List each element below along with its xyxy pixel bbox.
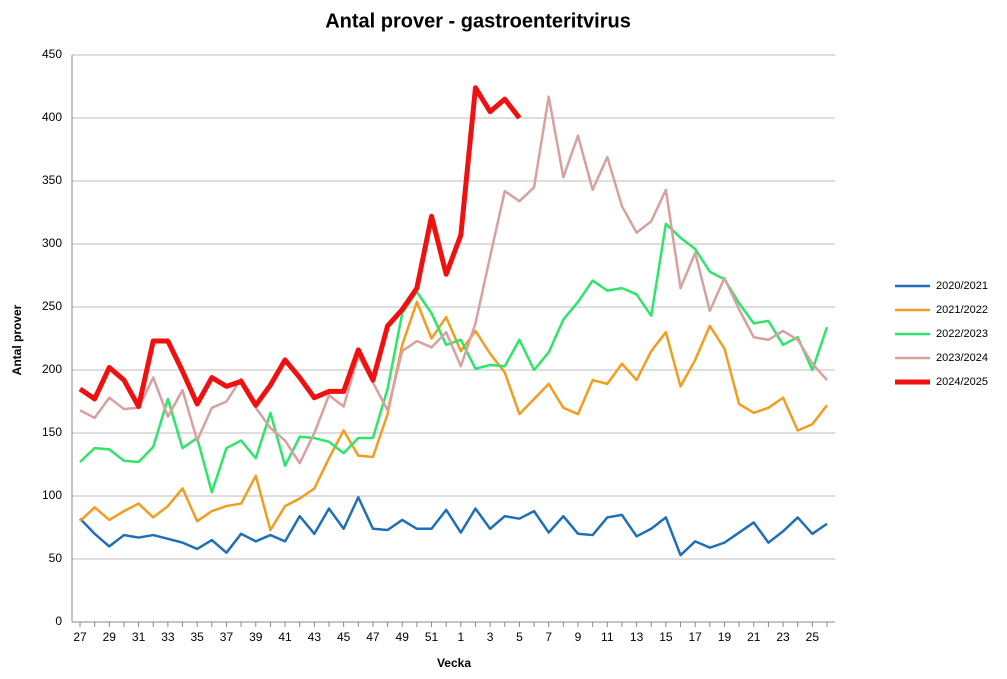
x-tick-label: 9 xyxy=(575,630,582,644)
series-line xyxy=(78,85,522,410)
x-tick-label: 13 xyxy=(630,630,644,644)
x-tick-label: 25 xyxy=(806,630,820,644)
legend-label: 2020/2021 xyxy=(936,280,988,292)
series-line xyxy=(79,496,828,557)
x-tick-label: 19 xyxy=(718,630,732,644)
y-tick-label: 0 xyxy=(55,614,62,628)
x-tick-label: 43 xyxy=(308,630,322,644)
y-tick-label: 50 xyxy=(49,551,63,565)
x-tick-label: 27 xyxy=(73,630,87,644)
x-tick-label: 1 xyxy=(457,630,464,644)
y-tick-label: 450 xyxy=(42,47,62,61)
y-tick-label: 250 xyxy=(42,299,62,313)
legend-label: 2022/2023 xyxy=(936,328,988,340)
x-tick-label: 3 xyxy=(487,630,494,644)
x-tick-label: 41 xyxy=(278,630,292,644)
y-tick-label: 150 xyxy=(42,425,62,439)
x-axis-title: Vecka xyxy=(437,656,471,670)
legend-label: 2021/2022 xyxy=(936,304,988,316)
y-tick-label: 200 xyxy=(42,362,62,376)
x-tick-label: 49 xyxy=(396,630,410,644)
series-line xyxy=(79,222,829,494)
y-tick-label: 400 xyxy=(42,110,62,124)
x-tick-label: 47 xyxy=(366,630,380,644)
legend-label: 2023/2024 xyxy=(936,352,988,364)
x-tick-label: 35 xyxy=(190,630,204,644)
x-tick-label: 29 xyxy=(103,630,117,644)
x-tick-label: 39 xyxy=(249,630,263,644)
x-tick-label: 15 xyxy=(659,630,673,644)
x-tick-label: 5 xyxy=(516,630,523,644)
series-line xyxy=(79,300,828,532)
x-tick-label: 17 xyxy=(688,630,702,644)
chart-title: Antal prover - gastroenteritvirus xyxy=(325,10,631,32)
x-tick-label: 45 xyxy=(337,630,351,644)
x-tick-label: 31 xyxy=(132,630,146,644)
series-line xyxy=(79,95,828,465)
x-tick-label: 33 xyxy=(161,630,175,644)
x-tick-label: 7 xyxy=(545,630,552,644)
x-tick-label: 37 xyxy=(220,630,234,644)
x-tick-label: 11 xyxy=(601,630,614,644)
legend-label: 2024/2025 xyxy=(936,376,988,388)
x-tick-label: 21 xyxy=(747,630,761,644)
y-tick-label: 300 xyxy=(42,236,62,250)
x-tick-label: 51 xyxy=(425,630,439,644)
y-tick-label: 100 xyxy=(42,488,62,502)
x-tick-label: 23 xyxy=(776,630,790,644)
y-axis-title: Antal prover xyxy=(10,304,24,375)
y-tick-label: 350 xyxy=(42,173,62,187)
